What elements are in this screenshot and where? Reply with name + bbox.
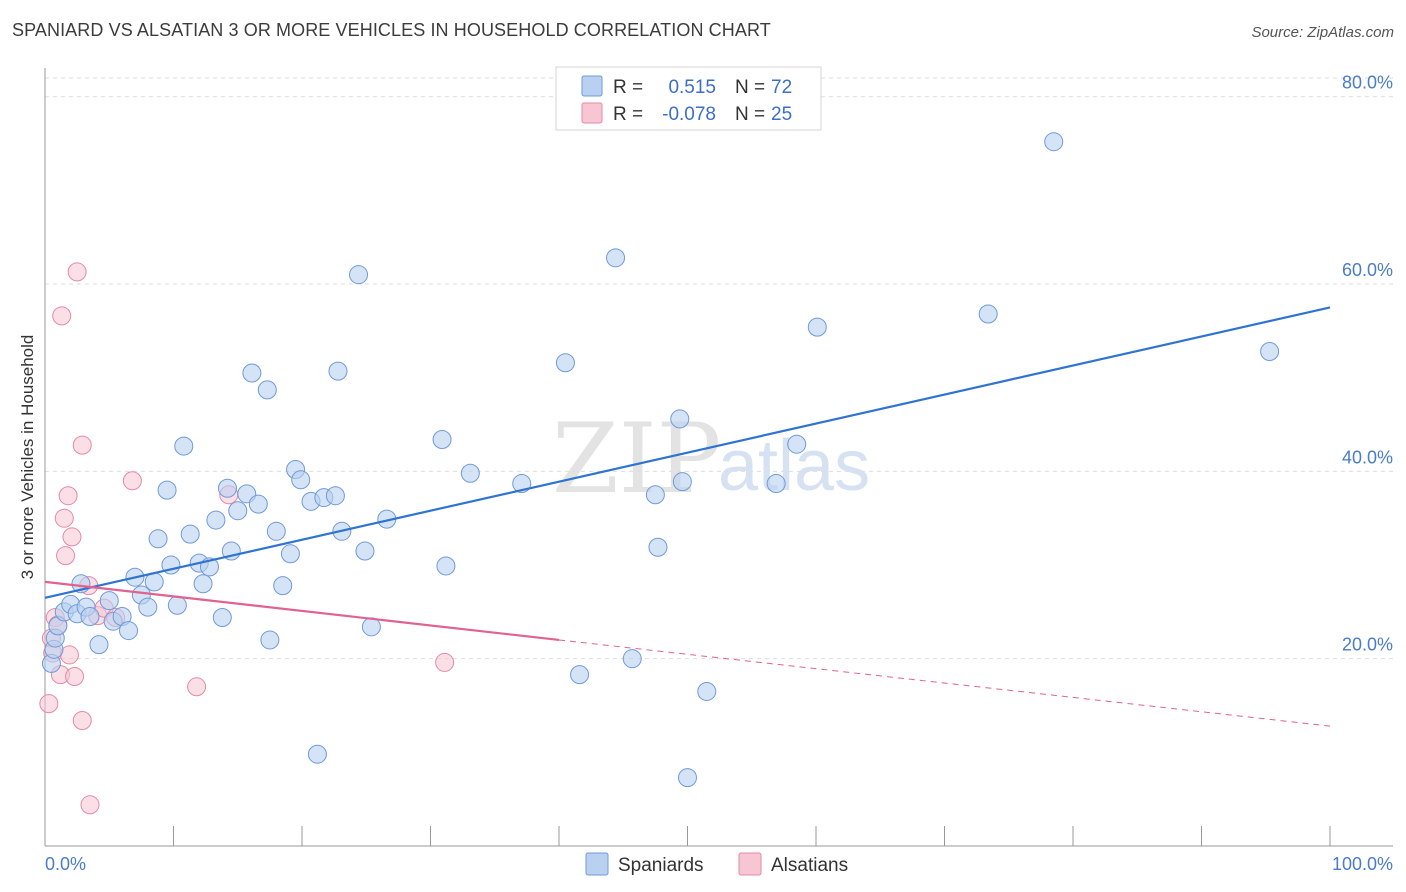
series-legend-swatch-spaniards xyxy=(585,852,609,876)
spaniards-point xyxy=(212,607,232,627)
legend-r-label-alsatians: R = xyxy=(613,104,643,125)
spaniards-point xyxy=(242,363,262,383)
chart-title: SPANIARD VS ALSATIAN 3 OR MORE VEHICLES … xyxy=(12,20,771,40)
spaniards-point xyxy=(148,529,168,549)
spaniards-point xyxy=(672,472,692,492)
spaniards-point xyxy=(257,380,277,400)
spaniards-trendline xyxy=(44,306,1331,599)
spaniards-point xyxy=(787,434,807,454)
x-tick-label-max: 100.0% xyxy=(1332,854,1393,874)
alsatians-point xyxy=(62,527,82,547)
legend-r-label-spaniards: R = xyxy=(613,77,643,98)
spaniards-point xyxy=(260,630,280,650)
spaniards-point xyxy=(157,480,177,500)
spaniards-point xyxy=(436,556,456,576)
watermark-zip: ZIP xyxy=(552,403,721,515)
alsatians-point xyxy=(65,666,85,686)
spaniards-point xyxy=(432,430,452,450)
spaniards-point xyxy=(355,541,375,561)
alsatians-point xyxy=(67,262,87,282)
legend-n-label-alsatians: N = xyxy=(735,104,765,125)
spaniards-point xyxy=(766,474,786,494)
y-tick-labels: 20.0% 40.0% 60.0% 80.0% xyxy=(1342,73,1393,655)
spaniards-point xyxy=(80,607,100,627)
spaniards-point xyxy=(606,248,626,268)
spaniards-point xyxy=(291,470,311,490)
legend-n-value-alsatians: 25 xyxy=(771,104,792,125)
alsatians-point xyxy=(122,471,142,491)
spaniards-point xyxy=(670,409,690,429)
alsatians-points xyxy=(39,262,455,815)
spaniards-point xyxy=(555,353,575,373)
legend-r-value-spaniards: 0.515 xyxy=(668,77,716,98)
spaniards-point xyxy=(325,486,345,506)
spaniards-point xyxy=(138,597,158,617)
y-tick-label: 20.0% xyxy=(1342,635,1393,655)
spaniards-point xyxy=(460,463,480,483)
spaniards-point xyxy=(349,265,369,285)
spaniards-point xyxy=(99,591,119,611)
spaniards-point xyxy=(328,361,348,381)
alsatians-point xyxy=(56,546,76,566)
alsatians-point xyxy=(39,694,59,714)
spaniards-point xyxy=(89,635,109,655)
series-legend: Spaniards Alsatians xyxy=(585,852,848,876)
alsatians-trendline xyxy=(44,580,560,642)
spaniards-point xyxy=(217,478,237,498)
axes xyxy=(44,68,1393,847)
y-tick-label: 40.0% xyxy=(1342,447,1393,467)
spaniards-point xyxy=(622,649,642,669)
trendlines xyxy=(44,306,1331,727)
spaniards-point xyxy=(1044,132,1064,152)
series-legend-label-spaniards: Spaniards xyxy=(618,855,704,876)
x-tick-marks xyxy=(44,826,1331,846)
legend-swatch-spaniards xyxy=(581,75,603,97)
spaniards-point xyxy=(266,521,286,541)
series-legend-swatch-alsatians xyxy=(738,852,762,876)
alsatians-point xyxy=(187,677,207,697)
alsatians-point xyxy=(435,652,455,672)
spaniards-point xyxy=(206,510,226,530)
x-tick-label-min: 0.0% xyxy=(45,854,86,874)
spaniards-point xyxy=(273,576,293,596)
spaniards-point xyxy=(1260,341,1280,361)
alsatians-point xyxy=(72,710,92,730)
y-tick-label: 80.0% xyxy=(1342,73,1393,93)
spaniards-points xyxy=(41,132,1280,788)
spaniards-point xyxy=(570,665,590,685)
spaniards-point xyxy=(119,621,139,641)
spaniards-point xyxy=(307,744,327,764)
spaniards-point xyxy=(248,494,268,514)
y-tick-label: 60.0% xyxy=(1342,260,1393,280)
alsatians-point xyxy=(58,486,78,506)
correlation-legend: R = 0.515 N = 72 R = -0.078 N = 25 xyxy=(555,66,822,131)
alsatians-point xyxy=(72,435,92,455)
spaniards-point xyxy=(678,768,697,788)
source-label: Source: ZipAtlas.com xyxy=(1251,24,1394,41)
spaniards-point xyxy=(645,485,665,505)
spaniards-point xyxy=(697,681,717,701)
spaniards-point xyxy=(807,317,827,337)
spaniards-point xyxy=(280,544,300,564)
alsatians-point xyxy=(52,306,72,326)
spaniards-point xyxy=(228,501,248,521)
spaniards-point xyxy=(193,574,213,594)
spaniards-point xyxy=(978,304,998,324)
series-legend-label-alsatians: Alsatians xyxy=(771,855,848,876)
alsatians-trendline-extension xyxy=(558,639,1331,727)
legend-n-label-spaniards: N = xyxy=(735,77,765,98)
legend-r-value-alsatians: -0.078 xyxy=(662,104,716,125)
y-axis-label: 3 or more Vehicles in Household xyxy=(18,335,37,580)
legend-n-value-spaniards: 72 xyxy=(771,77,792,98)
spaniards-point xyxy=(648,537,668,557)
alsatians-point xyxy=(80,795,100,815)
legend-swatch-alsatians xyxy=(581,102,603,124)
spaniards-point xyxy=(174,436,194,456)
spaniards-point xyxy=(167,595,187,615)
alsatians-point xyxy=(54,508,74,528)
spaniards-point xyxy=(180,524,200,544)
